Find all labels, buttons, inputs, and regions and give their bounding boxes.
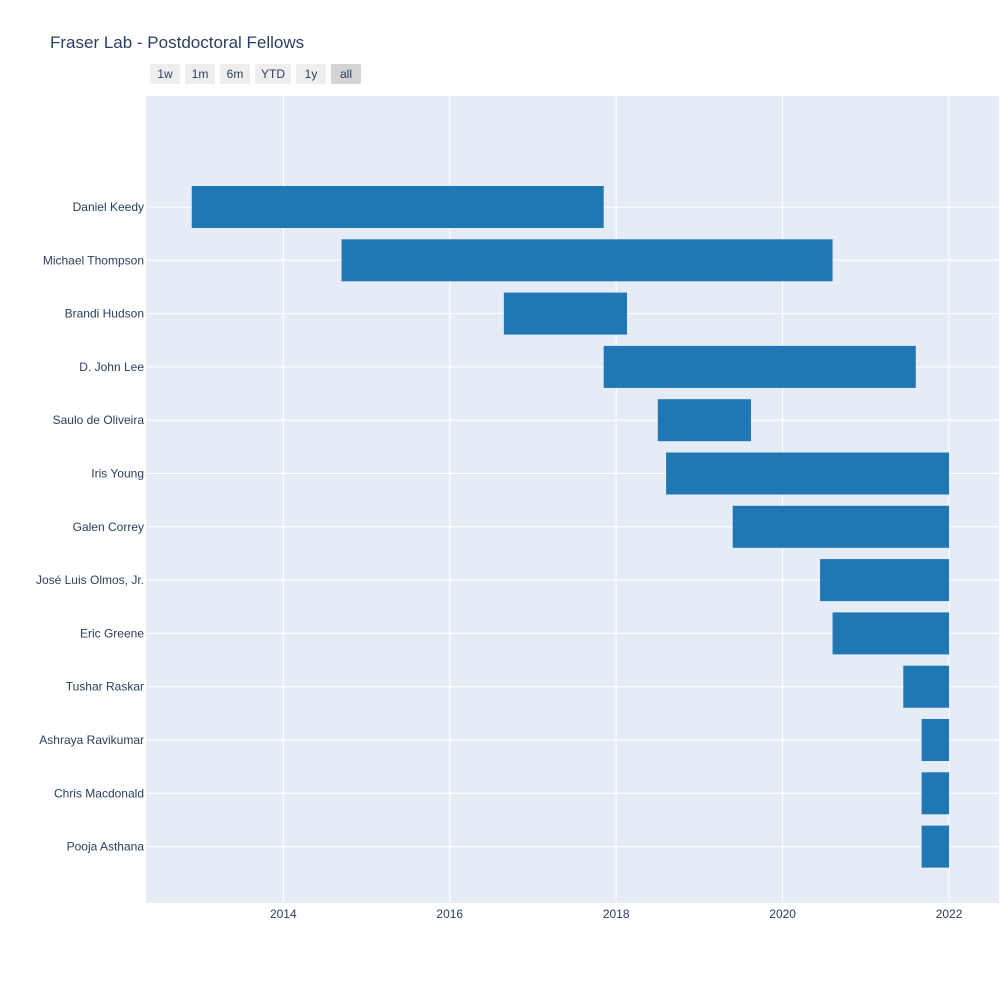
x-tick-label: 2022 bbox=[936, 907, 963, 921]
bar[interactable] bbox=[503, 292, 628, 335]
y-tick-label: Galen Correy bbox=[73, 520, 144, 534]
plot-background bbox=[146, 96, 999, 903]
range-button-ytd[interactable]: YTD bbox=[255, 64, 291, 84]
range-selector: 1w 1m 6m YTD 1y all bbox=[150, 64, 361, 84]
bar[interactable] bbox=[657, 399, 752, 442]
chart-title: Fraser Lab - Postdoctoral Fellows bbox=[50, 33, 305, 52]
y-tick-label: Iris Young bbox=[91, 467, 144, 481]
y-tick-label: Tushar Raskar bbox=[66, 680, 144, 694]
y-tick-label: D. John Lee bbox=[79, 360, 144, 374]
y-tick-label: José Luis Olmos, Jr. bbox=[36, 573, 144, 587]
y-tick-label: Daniel Keedy bbox=[73, 200, 144, 214]
x-tick-label: 2014 bbox=[270, 907, 297, 921]
bar[interactable] bbox=[832, 612, 950, 655]
x-tick-label: 2020 bbox=[769, 907, 796, 921]
bar[interactable] bbox=[921, 719, 950, 761]
range-button-6m[interactable]: 6m bbox=[220, 64, 250, 84]
bar[interactable] bbox=[666, 452, 950, 495]
bar[interactable] bbox=[921, 772, 950, 815]
bar[interactable] bbox=[191, 186, 604, 228]
bar[interactable] bbox=[903, 665, 950, 708]
bar[interactable] bbox=[341, 239, 833, 282]
range-button-all[interactable]: all bbox=[331, 64, 361, 84]
bar[interactable] bbox=[732, 505, 950, 548]
y-tick-label: Ashraya Ravikumar bbox=[39, 733, 144, 747]
range-button-1w[interactable]: 1w bbox=[150, 64, 180, 84]
bar[interactable] bbox=[921, 825, 950, 868]
x-tick-label: 2016 bbox=[436, 907, 463, 921]
y-tick-label: Pooja Asthana bbox=[67, 840, 145, 854]
y-tick-label: Chris Macdonald bbox=[54, 786, 144, 800]
bar[interactable] bbox=[603, 345, 916, 388]
y-tick-label: Brandi Hudson bbox=[65, 307, 144, 321]
y-tick-label: Saulo de Oliveira bbox=[53, 413, 145, 427]
y-tick-label: Eric Greene bbox=[80, 626, 144, 640]
y-tick-label: Michael Thompson bbox=[43, 253, 144, 267]
range-button-1m[interactable]: 1m bbox=[185, 64, 215, 84]
bar[interactable] bbox=[820, 559, 950, 602]
range-button-1y[interactable]: 1y bbox=[296, 64, 326, 84]
x-tick-label: 2018 bbox=[603, 907, 630, 921]
